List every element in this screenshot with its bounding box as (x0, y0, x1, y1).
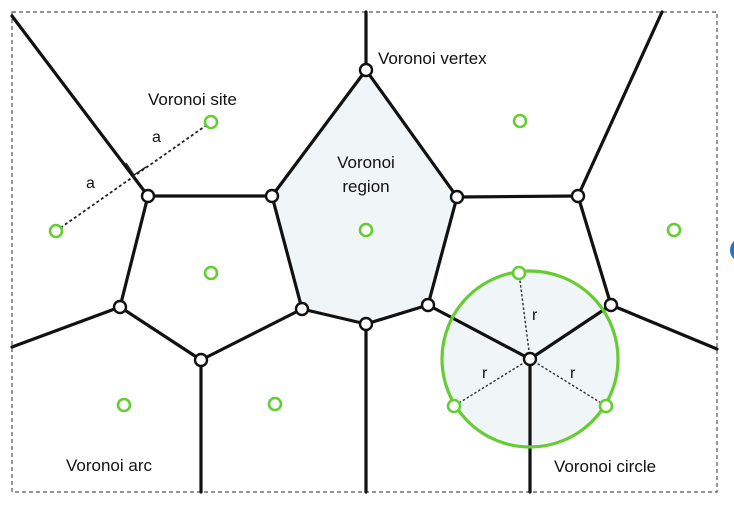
label-radius-r: r (570, 365, 576, 382)
label-distance-a: a (152, 129, 161, 146)
label-radius-r: r (532, 307, 538, 324)
voronoi-edge (118, 194, 150, 309)
voronoi-vertex (264, 188, 280, 204)
voronoi-vertex (449, 189, 465, 205)
label-voronoi-circle: Voronoi circle (554, 457, 656, 476)
label-voronoi-region-line2: region (342, 177, 389, 196)
voronoi-edge (10, 14, 150, 198)
voronoi-edge (270, 194, 304, 311)
voronoi-edge (364, 68, 459, 199)
voronoi-edge (528, 303, 613, 361)
equidistance-line (55, 121, 212, 232)
voronoi-site (203, 265, 219, 281)
voronoi-region-fill (272, 70, 457, 324)
voronoi-edge (609, 303, 719, 351)
voronoi-site (116, 397, 132, 413)
voronoi-site (446, 398, 462, 414)
label-voronoi-site: Voronoi site (148, 90, 237, 109)
voronoi-site (267, 396, 283, 412)
voronoi-edge (455, 194, 580, 199)
voronoi-vertex (603, 297, 619, 313)
label-voronoi-vertex: Voronoi vertex (378, 49, 487, 68)
voronoi-site (512, 113, 528, 129)
voronoi-vertices (112, 62, 619, 368)
voronoi-edge (426, 303, 532, 361)
voronoi-vertex (420, 297, 436, 313)
voronoi-edge (426, 195, 459, 307)
voronoi-vertex (193, 352, 209, 368)
label-voronoi-arc: Voronoi arc (66, 456, 152, 475)
voronoi-edge (199, 307, 304, 362)
voronoi-vertex (112, 299, 128, 315)
voronoi-edge (10, 305, 122, 349)
voronoi-site (203, 114, 219, 130)
label-radius-r: r (482, 365, 488, 382)
voronoi-vertex (358, 316, 374, 332)
label-distance-a: a (86, 175, 95, 192)
voronoi-site (598, 398, 614, 414)
voronoi-site (511, 265, 527, 281)
voronoi-edges (10, 10, 719, 494)
voronoi-sites (48, 113, 682, 414)
right-angle-marker (125, 162, 147, 176)
voronoi-edge (270, 68, 368, 198)
radius-line (518, 272, 531, 360)
voronoi-vertex (522, 351, 538, 367)
voronoi-edge (576, 10, 664, 198)
voronoi-site (358, 222, 374, 238)
label-voronoi-region-line1: Voronoi (337, 153, 395, 172)
radius-line (453, 358, 531, 407)
voronoi-site (48, 223, 64, 239)
voronoi-vertex (140, 188, 156, 204)
voronoi-edge (118, 305, 203, 362)
voronoi-vertex (570, 188, 586, 204)
radius-line (529, 358, 607, 407)
voronoi-site (666, 222, 682, 238)
radius-lines (453, 272, 607, 407)
edge-accent-dot (730, 241, 734, 259)
voronoi-vertex (294, 301, 310, 317)
voronoi-vertex (358, 62, 374, 78)
voronoi-edge (364, 303, 430, 326)
voronoi-edge (576, 194, 613, 307)
voronoi-circle (440, 269, 620, 449)
voronoi-edge (300, 307, 368, 326)
